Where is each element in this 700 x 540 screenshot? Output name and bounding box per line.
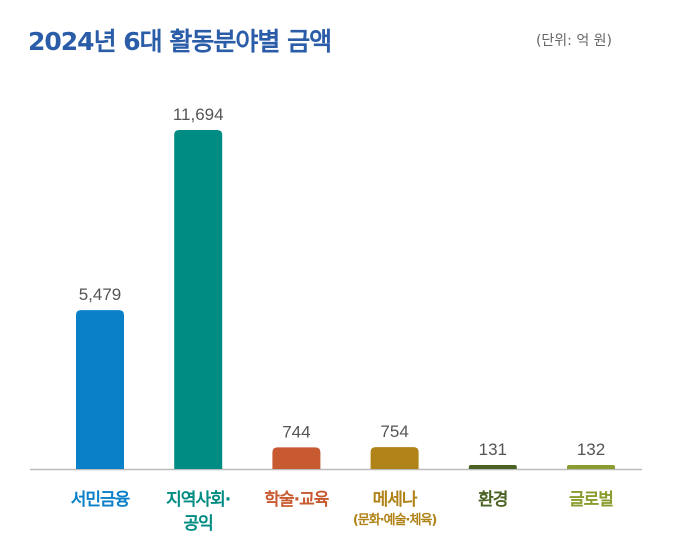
category-label-line1: 학술·교육 (264, 490, 329, 510)
bar-5 (567, 465, 615, 469)
category-label-5: 글로벌 (531, 488, 651, 512)
category-label-4: 환경 (433, 488, 553, 512)
category-label-line2: 공익 (183, 514, 214, 534)
category-label-line1: 환경 (478, 490, 508, 510)
bar-0 (76, 310, 124, 469)
category-label-2: 학술·교육 (236, 488, 356, 512)
category-label-0: 서민금융 (40, 488, 160, 512)
value-label-3: 754 (380, 422, 408, 441)
bar-3 (370, 447, 419, 469)
value-label-1: 11,694 (173, 105, 224, 124)
bar-2 (272, 447, 321, 469)
value-label-4: 131 (479, 440, 507, 459)
category-label-1: 지역사회· 공익 (138, 488, 258, 536)
category-label-line1: 글로벌 (569, 490, 614, 510)
bar-1 (174, 130, 223, 469)
category-label-line1: 지역사회· (166, 490, 231, 510)
category-label-3: 메세나 (문화·예술·체육) (335, 488, 455, 530)
bar-4 (468, 465, 517, 469)
unit-label: (단위: 억 원) (535, 33, 612, 49)
category-label-line1: 메세나 (372, 490, 418, 510)
chart-title: 2024년 6대 활동분야별 금액 (28, 27, 332, 56)
value-label-0: 5,479 (79, 285, 122, 304)
value-label-2: 744 (282, 422, 310, 441)
category-label-line1: 서민금융 (70, 490, 131, 510)
value-label-5: 132 (577, 440, 605, 459)
category-label-line2: (문화·예술·체육) (352, 513, 438, 528)
